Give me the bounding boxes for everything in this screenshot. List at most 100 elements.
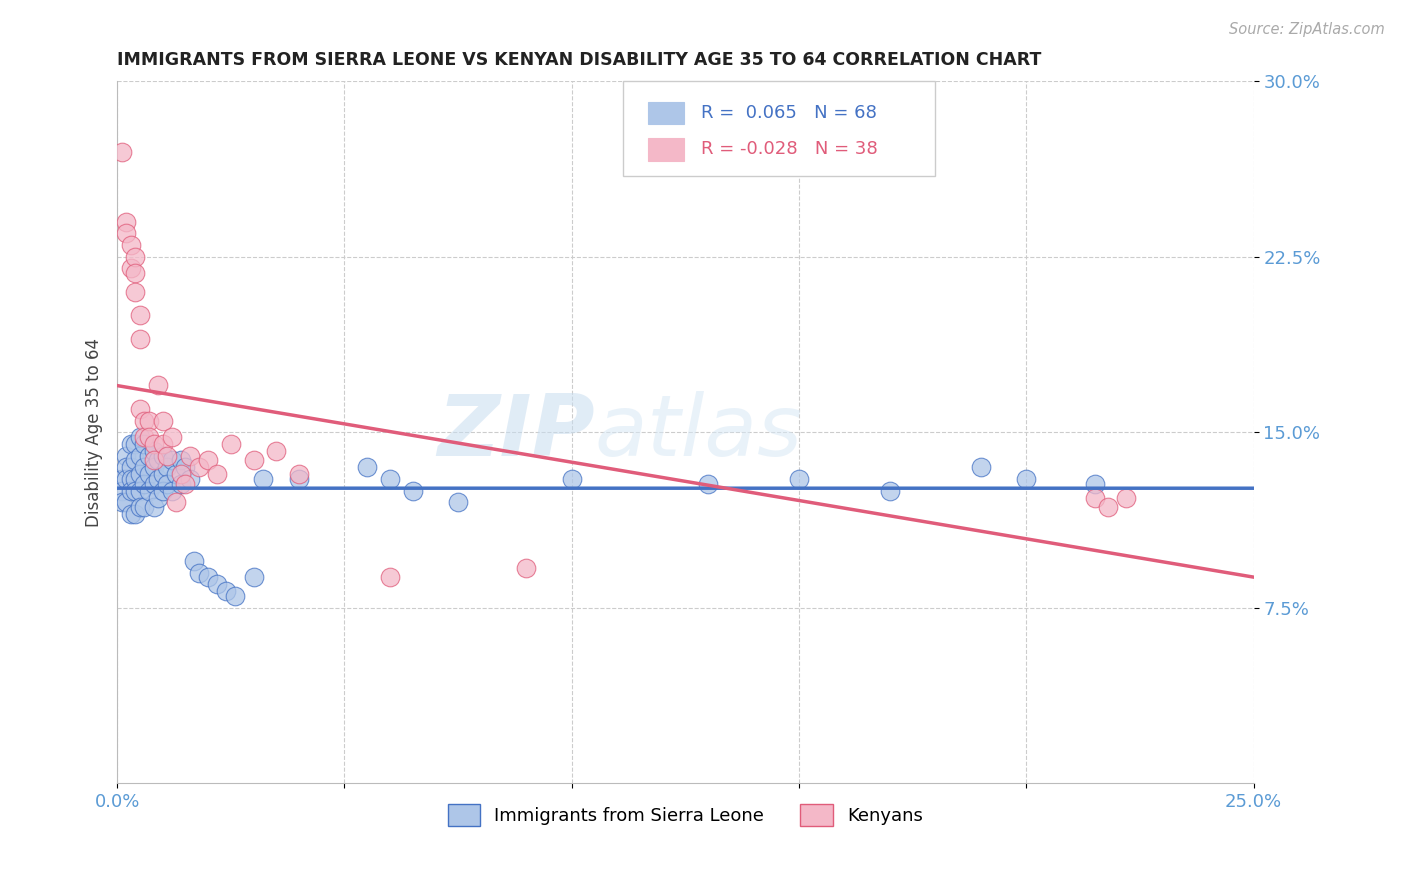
Point [115,472,138,486]
Point [205,467,228,482]
Point [401,483,423,498]
Point [188,460,211,475]
Point [111,483,134,498]
Point [174,476,197,491]
Point [111,495,134,509]
Point [146,491,169,505]
Point [111,472,134,486]
Point [138,467,160,482]
Point [115,215,138,229]
Point [515,561,537,575]
Bar [648,138,685,161]
Point [215,584,238,599]
Point [129,500,152,514]
Text: R =  0.065   N = 68: R = 0.065 N = 68 [702,104,877,122]
Point [129,430,152,444]
Point [179,449,201,463]
Point [197,453,219,467]
Y-axis label: Disability Age 35 to 64: Disability Age 35 to 64 [86,338,103,526]
Point [242,570,264,584]
Point [146,378,169,392]
Point [1015,472,1038,486]
Point [124,437,146,451]
Point [156,476,179,491]
Point [142,500,165,514]
Point [129,332,152,346]
Point [124,285,146,299]
Point [142,460,165,475]
Point [138,449,160,463]
Point [120,437,142,451]
Point [183,554,205,568]
Point [111,145,134,159]
Point [152,467,174,482]
Point [115,495,138,509]
Point [170,453,193,467]
Point [356,460,378,475]
Point [124,453,146,467]
Point [134,413,156,427]
Point [115,227,138,241]
Point [120,483,142,498]
Point [146,472,169,486]
Point [1083,491,1105,505]
Point [170,467,193,482]
Point [188,566,211,580]
Text: Source: ZipAtlas.com: Source: ZipAtlas.com [1229,22,1385,37]
Point [1115,491,1137,505]
Bar [648,102,685,124]
Point [197,570,219,584]
Point [152,449,174,463]
Point [142,476,165,491]
Point [138,413,160,427]
Point [142,453,165,467]
Point [120,507,142,521]
Point [124,507,146,521]
Point [205,577,228,591]
Point [288,472,311,486]
Point [129,308,152,322]
Point [120,460,142,475]
FancyBboxPatch shape [623,81,935,176]
Text: IMMIGRANTS FROM SIERRA LEONE VS KENYAN DISABILITY AGE 35 TO 64 CORRELATION CHART: IMMIGRANTS FROM SIERRA LEONE VS KENYAN D… [117,51,1042,69]
Point [138,430,160,444]
Point [160,453,183,467]
Point [129,449,152,463]
Point [170,476,193,491]
Text: ZIP: ZIP [437,391,595,474]
Point [970,460,993,475]
Text: R = -0.028   N = 38: R = -0.028 N = 38 [702,140,879,159]
Point [129,467,152,482]
Point [378,570,401,584]
Point [252,472,274,486]
Point [224,589,246,603]
Point [160,483,183,498]
Point [165,467,187,482]
Point [115,460,138,475]
Point [179,472,201,486]
Point [134,500,156,514]
Point [879,483,901,498]
Point [1097,500,1119,514]
Point [152,483,174,498]
Point [124,483,146,498]
Point [146,453,169,467]
Point [787,472,810,486]
Point [561,472,583,486]
Point [134,437,156,451]
Point [115,449,138,463]
Point [134,460,156,475]
Point [134,476,156,491]
Legend: Immigrants from Sierra Leone, Kenyans: Immigrants from Sierra Leone, Kenyans [440,797,931,834]
Point [120,238,142,252]
Point [124,250,146,264]
Point [697,476,720,491]
Point [142,444,165,458]
Point [156,460,179,475]
Point [129,483,152,498]
Point [152,437,174,451]
Point [1083,476,1105,491]
Point [266,444,288,458]
Point [160,430,183,444]
Point [156,449,179,463]
